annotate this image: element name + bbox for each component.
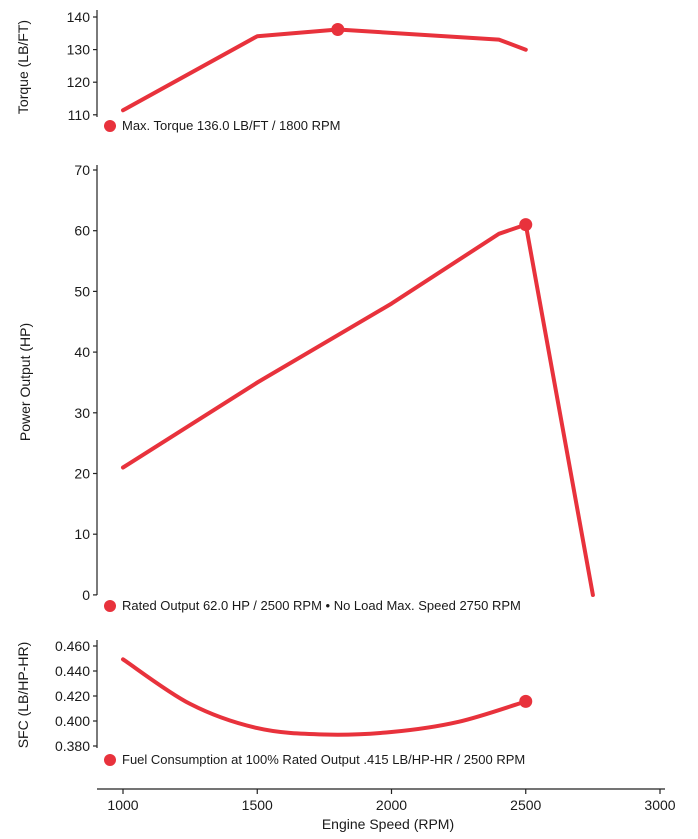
power-tick-label: 60 bbox=[74, 223, 90, 239]
power-tick-label: 50 bbox=[74, 283, 90, 299]
torque-tick-label: 130 bbox=[67, 42, 91, 58]
power-series-line bbox=[121, 222, 595, 597]
x-tick-label: 2000 bbox=[376, 797, 407, 813]
torque-note-text: Max. Torque 136.0 LB/FT / 1800 RPM bbox=[122, 118, 340, 133]
x-axis: Engine Speed (RPM) 1000 1500 2000 2500 3000 bbox=[97, 788, 676, 832]
x-tick-label: 3000 bbox=[644, 797, 675, 813]
torque-note-bullet bbox=[104, 120, 116, 132]
torque-panel: Torque (LB/FT) 140 130 120 110 Max. Torque 1… bbox=[15, 9, 528, 133]
torque-tick-label: 110 bbox=[68, 107, 91, 123]
x-tick-label: 2500 bbox=[510, 797, 541, 813]
sfc-axis-label: SFC (LB/HP-HR) bbox=[15, 642, 31, 749]
power-tick-label: 20 bbox=[74, 466, 90, 482]
torque-series-line bbox=[121, 27, 528, 113]
sfc-panel: SFC (LB/HP-HR) 0.460 0.440 0.420 0.400 0.380… bbox=[15, 638, 533, 767]
power-tick-label: 70 bbox=[74, 162, 90, 178]
sfc-highlight-point bbox=[519, 694, 533, 708]
torque-axis-label: Torque (LB/FT) bbox=[15, 20, 31, 114]
power-tick-label: 10 bbox=[74, 526, 90, 542]
x-axis-label: Engine Speed (RPM) bbox=[322, 816, 454, 832]
sfc-tick-label: 0.440 bbox=[55, 663, 90, 679]
x-tick-label: 1500 bbox=[242, 797, 273, 813]
sfc-series-line bbox=[121, 657, 528, 737]
power-note-bullet bbox=[104, 600, 116, 612]
power-tick-label: 40 bbox=[74, 344, 90, 360]
sfc-note-bullet bbox=[104, 754, 116, 766]
sfc-tick-label: 0.400 bbox=[55, 713, 90, 729]
torque-highlight-point bbox=[331, 22, 345, 36]
x-tick-label: 1000 bbox=[107, 797, 138, 813]
torque-tick-label: 140 bbox=[67, 9, 91, 25]
power-panel: Power Output (HP) 70 60 50 40 30 20 10 0 Rated O… bbox=[17, 162, 595, 613]
power-axis-label: Power Output (HP) bbox=[17, 323, 33, 441]
torque-tick-label: 120 bbox=[67, 74, 91, 90]
power-highlight-point bbox=[519, 218, 533, 232]
power-tick-label: 0 bbox=[82, 587, 90, 603]
power-tick-label: 30 bbox=[74, 405, 90, 421]
power-note-text: Rated Output 62.0 HP / 2500 RPM • No Loa… bbox=[122, 598, 521, 613]
sfc-note-text: Fuel Consumption at 100% Rated Output .4… bbox=[122, 752, 525, 767]
sfc-tick-label: 0.380 bbox=[55, 738, 90, 754]
sfc-tick-label: 0.460 bbox=[55, 638, 90, 654]
sfc-tick-label: 0.420 bbox=[55, 688, 90, 704]
